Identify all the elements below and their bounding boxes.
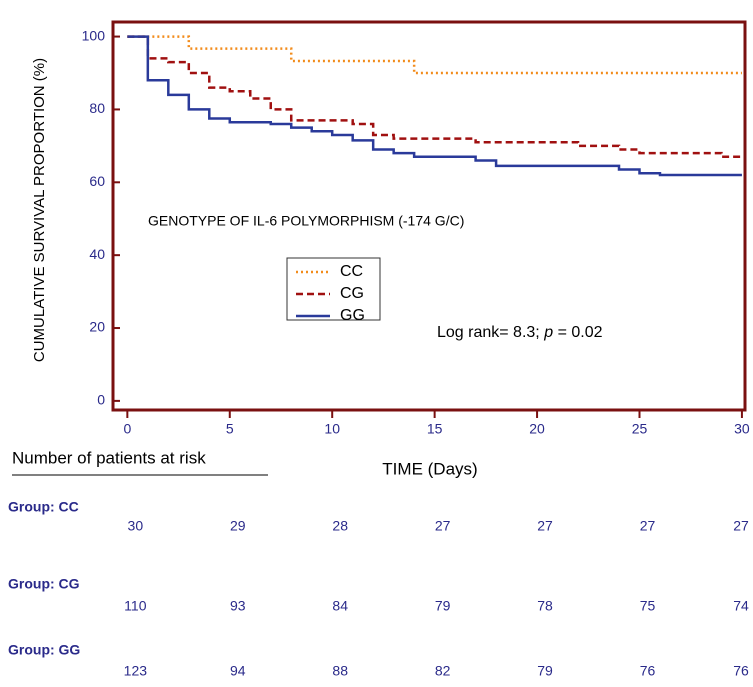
log-rank: Log rank= 8.3; p = 0.02 bbox=[437, 324, 603, 341]
risk-count: 28 bbox=[332, 518, 348, 534]
risk-count: 78 bbox=[537, 598, 553, 614]
plot-frame bbox=[111, 20, 747, 412]
y-tick-label: 100 bbox=[82, 27, 106, 43]
risk-count: 88 bbox=[332, 663, 348, 679]
log-rank-value: = 0.02 bbox=[558, 324, 603, 341]
y-tick-label: 80 bbox=[89, 100, 105, 116]
legend-box bbox=[286, 257, 381, 321]
risk-table-title: Number of patients at risk bbox=[12, 448, 206, 467]
legend-label: CC bbox=[340, 263, 363, 280]
risk-count: 27 bbox=[435, 518, 451, 534]
risk-count: 30 bbox=[128, 518, 144, 534]
risk-count: 75 bbox=[640, 598, 656, 614]
risk-count: 93 bbox=[230, 598, 246, 614]
risk-count: 123 bbox=[124, 663, 148, 679]
risk-count: 79 bbox=[537, 663, 553, 679]
y-tick-label: 0 bbox=[97, 392, 105, 408]
x-tick-label: 30 bbox=[734, 421, 750, 437]
risk-count: 76 bbox=[640, 663, 656, 679]
x-tick-label: 0 bbox=[123, 421, 131, 437]
y-tick-label: 60 bbox=[89, 173, 105, 189]
x-axis-label: TIME (Days) bbox=[382, 459, 477, 478]
risk-count: 27 bbox=[640, 518, 656, 534]
x-tick-label: 20 bbox=[529, 421, 545, 437]
annotation: GENOTYPE OF IL-6 POLYMORPHISM (-174 G/C) bbox=[148, 213, 464, 229]
log-rank-p: p bbox=[543, 324, 553, 341]
risk-count: 29 bbox=[230, 518, 246, 534]
risk-count: 94 bbox=[230, 663, 246, 679]
y-tick-label: 20 bbox=[89, 319, 105, 335]
risk-group-label: Group: GG bbox=[8, 642, 80, 658]
risk-group-label: Group: CC bbox=[8, 499, 79, 515]
risk-count: 27 bbox=[733, 518, 749, 534]
risk-count: 27 bbox=[537, 518, 553, 534]
y-tick-label: 40 bbox=[89, 246, 105, 262]
survival-curve bbox=[127, 35, 742, 75]
survival-curve bbox=[127, 35, 742, 177]
risk-count: 84 bbox=[332, 598, 348, 614]
risk-count: 82 bbox=[435, 663, 451, 679]
log-rank-prefix: Log rank= 8.3; bbox=[437, 324, 540, 341]
risk-count: 76 bbox=[733, 663, 749, 679]
x-tick-label: 10 bbox=[324, 421, 340, 437]
risk-count: 110 bbox=[124, 598, 147, 614]
x-tick-label: 25 bbox=[632, 421, 648, 437]
risk-group-label: Group: CG bbox=[8, 576, 80, 592]
risk-count: 74 bbox=[733, 598, 749, 614]
survival-curve bbox=[127, 35, 742, 159]
risk-count: 79 bbox=[435, 598, 451, 614]
x-tick-label: 5 bbox=[226, 421, 234, 437]
x-tick-label: 15 bbox=[427, 421, 443, 437]
y-axis-label: CUMULATIVE SURVIVAL PROPORTION (%) bbox=[31, 58, 48, 362]
legend-label: GG bbox=[340, 307, 365, 324]
legend-label: CG bbox=[340, 285, 364, 302]
